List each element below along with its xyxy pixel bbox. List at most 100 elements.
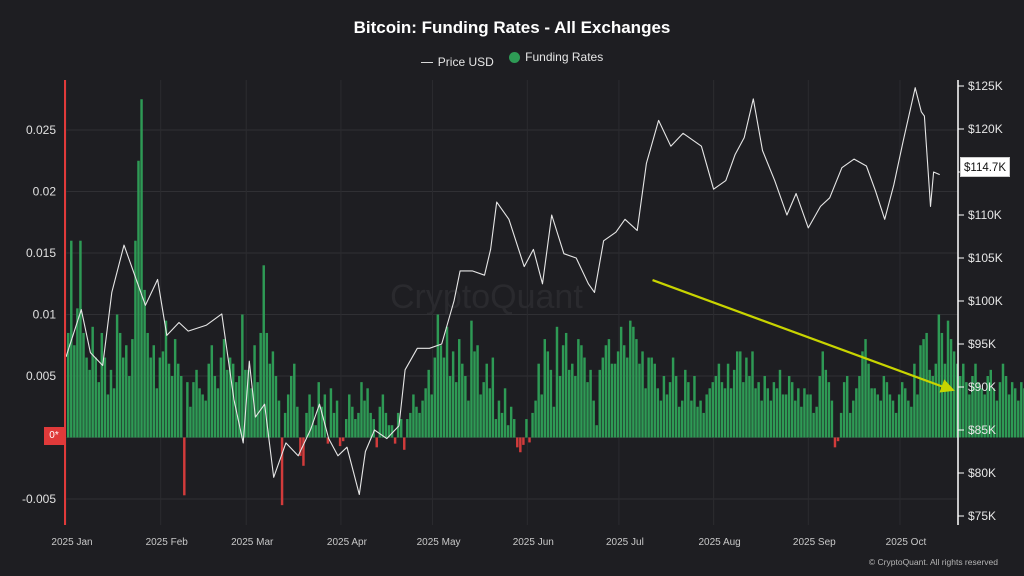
funding-bar xyxy=(638,363,641,438)
funding-bar xyxy=(67,332,70,438)
funding-bar xyxy=(995,400,999,438)
funding-bar xyxy=(726,363,730,438)
y-right-tick-label: $85K xyxy=(968,423,996,437)
funding-bar xyxy=(241,314,244,438)
funding-bar xyxy=(882,376,886,438)
funding-bar xyxy=(537,363,540,438)
funding-bar xyxy=(971,376,974,438)
funding-bar xyxy=(821,351,824,438)
funding-bar xyxy=(238,376,241,438)
funding-bar xyxy=(259,332,262,438)
funding-bar xyxy=(708,388,711,438)
funding-bar xyxy=(610,363,614,438)
funding-bar xyxy=(253,345,256,438)
funding-bar xyxy=(693,376,696,438)
legend-label-price: Price USD xyxy=(437,55,494,69)
funding-bar xyxy=(653,363,656,438)
funding-bar xyxy=(201,394,204,438)
funding-bar xyxy=(845,376,849,438)
x-tick-label: 2025 May xyxy=(417,537,461,548)
funding-bar xyxy=(629,320,632,438)
funding-bar xyxy=(922,339,925,438)
funding-bar xyxy=(244,369,247,438)
funding-bar xyxy=(406,419,409,438)
funding-bar xyxy=(824,369,828,438)
funding-bar xyxy=(790,382,794,438)
funding-bar xyxy=(684,369,687,438)
funding-bar xyxy=(250,388,253,438)
funding-bar xyxy=(500,412,504,438)
funding-bar xyxy=(952,351,956,438)
funding-bar xyxy=(946,320,950,438)
funding-bar xyxy=(913,363,916,438)
funding-bar xyxy=(1004,376,1008,438)
funding-bar xyxy=(650,357,653,438)
funding-bar xyxy=(849,412,852,438)
funding-bar xyxy=(519,437,522,453)
funding-bars xyxy=(67,99,1024,506)
funding-bar xyxy=(723,388,727,438)
funding-bar xyxy=(73,345,76,438)
funding-bar xyxy=(592,400,595,438)
funding-bar xyxy=(473,351,476,438)
funding-bar xyxy=(308,394,311,438)
funding-bar xyxy=(867,363,870,438)
legend-item-price[interactable]: Price USD xyxy=(420,55,494,69)
funding-bar xyxy=(714,376,718,438)
funding-bar xyxy=(152,345,155,438)
funding-bar xyxy=(317,382,320,438)
funding-bar xyxy=(290,376,293,438)
funding-bar xyxy=(962,363,965,438)
funding-bar xyxy=(855,388,858,438)
funding-bar xyxy=(711,382,715,438)
funding-bar xyxy=(916,394,919,438)
funding-bar xyxy=(470,320,473,438)
funding-bar xyxy=(833,437,837,448)
funding-bar xyxy=(268,363,272,438)
funding-bar xyxy=(1010,382,1014,438)
funding-bar xyxy=(720,382,724,438)
funding-bar xyxy=(100,332,104,438)
funding-bar xyxy=(607,339,611,438)
funding-bar xyxy=(543,339,547,438)
funding-bar xyxy=(323,394,327,438)
funding-bar xyxy=(167,363,171,438)
funding-bar xyxy=(549,369,553,438)
funding-bar xyxy=(399,419,403,438)
funding-bar xyxy=(293,363,296,438)
funding-bar xyxy=(332,412,336,438)
funding-bar xyxy=(82,332,85,438)
funding-bar xyxy=(360,382,363,438)
funding-bar xyxy=(635,339,638,438)
y-left-tick-label: 0.02 xyxy=(33,185,57,199)
funding-bar xyxy=(852,400,855,438)
funding-bar xyxy=(842,382,846,438)
y-left-tick-label: 0.01 xyxy=(33,308,57,322)
funding-bar xyxy=(589,369,592,438)
x-tick-label: 2025 Aug xyxy=(698,537,740,548)
zero-badge: 0* xyxy=(44,427,64,445)
legend-item-funding[interactable]: Funding Rates xyxy=(509,50,603,64)
price-line xyxy=(65,87,940,496)
funding-bar xyxy=(571,363,574,438)
funding-bar xyxy=(256,382,259,438)
funding-bar xyxy=(494,419,498,438)
funding-bar xyxy=(271,351,275,438)
funding-bar xyxy=(286,394,290,438)
funding-bar xyxy=(326,437,330,444)
legend-label-funding: Funding Rates xyxy=(525,50,604,64)
funding-bar xyxy=(665,394,669,438)
funding-bar xyxy=(836,437,840,442)
funding-bar xyxy=(296,406,299,438)
funding-bar xyxy=(668,382,672,438)
funding-bar xyxy=(580,345,583,438)
y-left-tick-label: 0.025 xyxy=(26,123,56,137)
funding-bar xyxy=(445,326,449,438)
funding-bar xyxy=(97,382,101,438)
funding-bar xyxy=(265,332,269,438)
legend-dot-icon xyxy=(509,51,521,63)
funding-bar xyxy=(357,412,360,438)
funding-bar xyxy=(415,406,418,438)
funding-bar xyxy=(595,425,598,438)
